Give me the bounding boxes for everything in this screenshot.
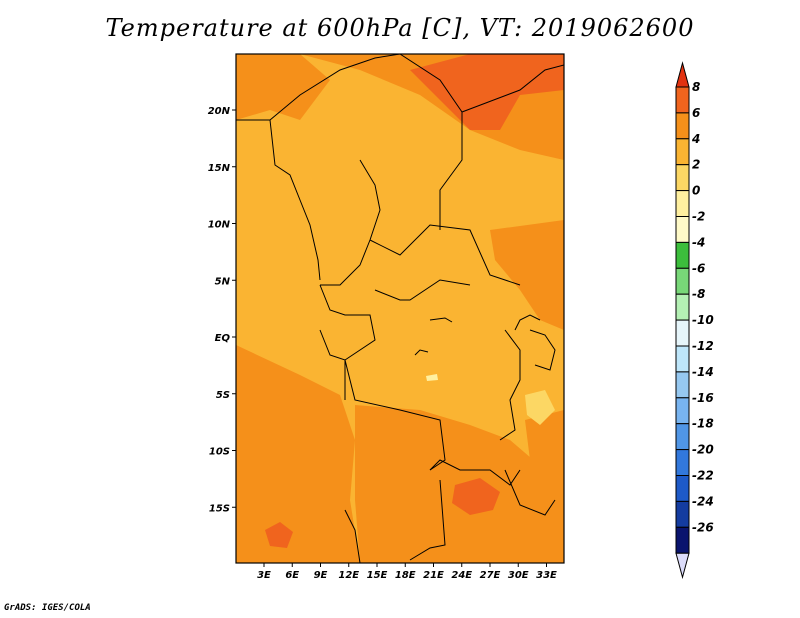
- credit-label: GrADS: IGES/COLA: [4, 603, 91, 613]
- temp-region-sw-ocean: [236, 345, 360, 563]
- colorbar-label: -14: [692, 365, 714, 379]
- temp-region-mozambique: [525, 410, 564, 563]
- colorbar-swatch: [675, 86, 690, 114]
- y-tick-label: 10N: [208, 220, 231, 231]
- colorbar-swatch: [675, 241, 690, 269]
- colorbar-swatch: [675, 293, 690, 321]
- temp-region-hot-spot-south: [452, 478, 500, 515]
- colorbar-swatch: [675, 216, 690, 243]
- y-tick-label: 20N: [208, 106, 231, 117]
- colorbar-swatch: [675, 397, 690, 425]
- temperature-field: [236, 54, 564, 563]
- latitude-axis: 20N 15N 10N 5N EQ 5S 10S 15S: [208, 106, 236, 514]
- colorbar-label: -6: [692, 261, 705, 275]
- y-tick-label: 5N: [215, 276, 231, 287]
- border-line: [414, 349, 429, 356]
- colorbar-swatch: [675, 500, 690, 528]
- temp-region-southern-africa: [355, 405, 555, 563]
- chart-title: Temperature at 600hPa [C], VT: 201906260…: [105, 14, 695, 42]
- x-tick-label: 21E: [423, 570, 444, 581]
- border-line: [429, 317, 453, 323]
- y-tick-label: EQ: [215, 333, 231, 344]
- temp-region-cool-rift: [525, 390, 555, 425]
- colorbar-label: -16: [692, 391, 714, 405]
- country-borders: [236, 54, 564, 563]
- border-line: [236, 119, 321, 281]
- colorbar-swatch: [675, 319, 690, 347]
- border-line: [319, 284, 376, 361]
- colorbar-label: -4: [692, 235, 705, 249]
- border-line: [374, 279, 471, 301]
- colorbar-swatch: [675, 190, 690, 218]
- x-tick-label: 30E: [508, 570, 529, 581]
- x-tick-label: 3E: [257, 570, 271, 581]
- colorbar-swatch: [675, 371, 690, 399]
- colorbar-swatch: [675, 449, 690, 477]
- colorbar-swatch: [675, 423, 690, 451]
- border-line: [399, 54, 463, 230]
- colorbar-label: 0: [692, 184, 700, 198]
- temp-region-hot-spot-sw: [265, 522, 293, 548]
- longitude-axis: 3E 6E 9E 12E 15E 18E 21E 24E 27E 30E 33E: [257, 563, 557, 581]
- colorbar-swatch: [675, 112, 690, 140]
- colorbar-swatch: [675, 475, 690, 502]
- colorbar-label: -26: [692, 520, 714, 534]
- border-line: [344, 509, 361, 563]
- colorbar-swatch: [675, 138, 690, 166]
- y-tick-label: 10S: [209, 447, 230, 458]
- colorbar-label: -24: [692, 494, 714, 508]
- colorbar-label: 8: [692, 80, 700, 94]
- x-tick-label: 18E: [395, 570, 416, 581]
- x-tick-label: 12E: [338, 570, 359, 581]
- border-line: [369, 224, 521, 286]
- temp-region-west-ocean: [236, 54, 330, 120]
- colorbar-bottom-arrow: [675, 552, 690, 580]
- border-line: [269, 54, 401, 121]
- temp-region-egypt-hot: [410, 54, 564, 130]
- border-line: [429, 459, 521, 486]
- border-line: [409, 479, 446, 561]
- y-tick-label: 15N: [208, 163, 231, 174]
- colorbar-swatch: [675, 345, 690, 373]
- colorbar-label: -12: [692, 339, 714, 353]
- colorbar-swatch: [675, 164, 690, 192]
- colorbar-label: -20: [692, 443, 714, 457]
- border-line: [514, 314, 541, 331]
- colorbar-label: -18: [692, 417, 714, 431]
- colorbar: 8 6 4 2 0 -2 -4 -6 -8 -10 -12 -14 -16 -18 -20 -22 -24 -26: [675, 61, 714, 580]
- map-frame: [235, 53, 565, 564]
- colorbar-top-arrow: [675, 61, 690, 88]
- x-tick-label: 9E: [314, 570, 328, 581]
- colorbar-swatch: [675, 267, 690, 295]
- y-tick-label: 15S: [209, 503, 230, 514]
- border-line: [504, 469, 556, 516]
- border-line: [499, 329, 521, 441]
- temp-region-cool-spot: [426, 374, 438, 381]
- border-line: [461, 64, 564, 113]
- x-tick-label: 27E: [480, 570, 501, 581]
- temp-region-east-africa: [490, 220, 564, 330]
- x-tick-label: 15E: [367, 570, 388, 581]
- colorbar-swatch: [675, 526, 690, 554]
- y-tick-label: 5S: [216, 390, 230, 401]
- colorbar-label: -2: [692, 210, 705, 224]
- colorbar-label: 4: [691, 132, 700, 146]
- border-line: [529, 329, 556, 371]
- colorbar-label: 6: [692, 106, 700, 120]
- colorbar-label: -10: [692, 313, 714, 327]
- x-tick-label: 6E: [285, 570, 299, 581]
- colorbar-label: -8: [692, 287, 705, 301]
- colorbar-label: 2: [692, 158, 700, 172]
- x-tick-label: 24E: [451, 570, 472, 581]
- x-tick-label: 33E: [536, 570, 557, 581]
- colorbar-label: -22: [692, 469, 714, 483]
